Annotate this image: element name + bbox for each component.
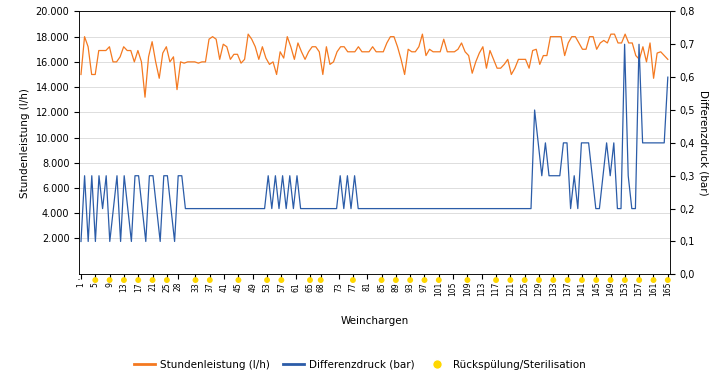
Point: [118, 277, 130, 283]
Point: [147, 277, 158, 283]
Stundenleistung (l/h): [76, 72, 85, 77]
Point: [276, 277, 287, 283]
Text: ·: ·: [76, 274, 80, 287]
Stundenleistung (l/h): [475, 51, 484, 55]
Point: [490, 277, 502, 283]
Differenzdruck (bar): [357, 207, 366, 211]
Stundenleistung (l/h): [635, 57, 644, 62]
Differenzdruck (bar): [76, 239, 85, 244]
Differenzdruck (bar): [505, 207, 514, 211]
X-axis label: Weinchargen: Weinchargen: [341, 316, 408, 326]
Point: [662, 277, 674, 283]
Line: Stundenleistung (l/h): Stundenleistung (l/h): [81, 34, 668, 97]
Point: [634, 277, 645, 283]
Stundenleistung (l/h): [140, 95, 149, 99]
Line: Differenzdruck (bar): Differenzdruck (bar): [81, 44, 668, 242]
Point: [405, 277, 416, 283]
Stundenleistung (l/h): [664, 57, 672, 62]
Point: [161, 277, 173, 283]
Stundenleistung (l/h): [248, 37, 256, 42]
Point: [619, 277, 631, 283]
Point: [89, 277, 101, 283]
Point: [590, 277, 602, 283]
Stundenleistung (l/h): [91, 72, 99, 77]
Point: [505, 277, 516, 283]
Point: [648, 277, 660, 283]
Point: [261, 277, 273, 283]
Point: [519, 277, 531, 283]
Point: [204, 277, 215, 283]
Differenzdruck (bar): [664, 75, 672, 80]
Point: [132, 277, 144, 283]
Differenzdruck (bar): [621, 42, 629, 46]
Differenzdruck (bar): [531, 108, 539, 112]
Point: [233, 277, 244, 283]
Point: [605, 277, 616, 283]
Point: [376, 277, 387, 283]
Point: [305, 277, 316, 283]
Point: [562, 277, 573, 283]
Differenzdruck (bar): [166, 207, 175, 211]
Point: [315, 277, 326, 283]
Point: [104, 277, 115, 283]
Point: [576, 277, 588, 283]
Point: [534, 277, 545, 283]
Stundenleistung (l/h): [457, 41, 466, 45]
Y-axis label: Differenzdruck (bar): Differenzdruck (bar): [698, 90, 708, 196]
Point: [462, 277, 473, 283]
Point: [419, 277, 431, 283]
Stundenleistung (l/h): [660, 53, 669, 58]
Differenzdruck (bar): [639, 141, 647, 145]
Legend: Stundenleistung (l/h), Differenzdruck (bar), Rückspülung/Sterilisation: Stundenleistung (l/h), Differenzdruck (b…: [130, 355, 590, 374]
Y-axis label: Stundenleistung (l/h): Stundenleistung (l/h): [20, 88, 30, 198]
Point: [190, 277, 202, 283]
Stundenleistung (l/h): [244, 32, 253, 37]
Point: [433, 277, 444, 283]
Differenzdruck (bar): [314, 207, 323, 211]
Point: [390, 277, 402, 283]
Point: [347, 277, 359, 283]
Point: [547, 277, 559, 283]
